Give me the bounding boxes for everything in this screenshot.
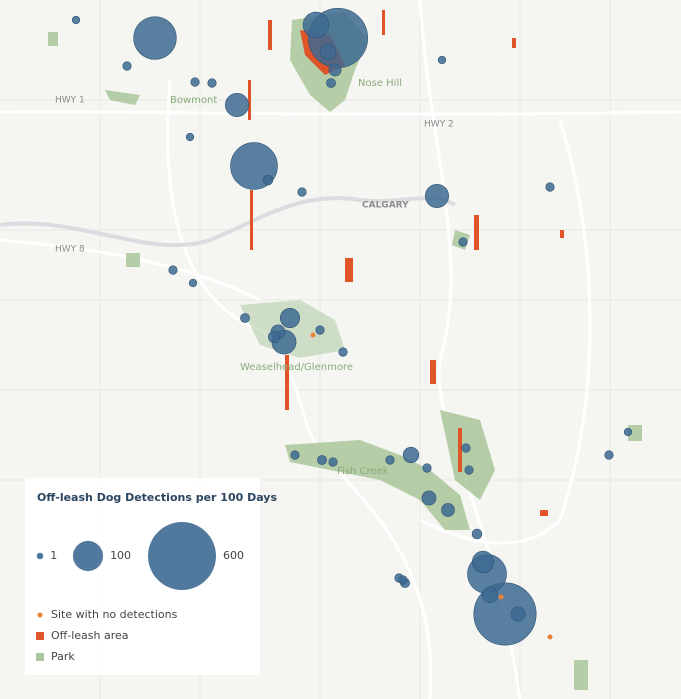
site-bubble: [328, 457, 338, 467]
site-no-detection: [310, 332, 316, 338]
site-bubble: [185, 132, 195, 142]
legend-label: Off-leash area: [51, 629, 129, 642]
site-bubble: [421, 490, 437, 506]
legend-label: Park: [51, 650, 75, 663]
site-bubble: [302, 11, 330, 39]
legend-size-circle: [148, 522, 216, 590]
site-no-detection: [498, 594, 504, 600]
place-label: Bowmont: [170, 95, 217, 106]
site-bubble: [317, 455, 327, 465]
legend-swatch: [36, 632, 44, 640]
site-bubble: [458, 237, 468, 247]
site-no-detection: [547, 634, 553, 640]
sites: [71, 7, 633, 646]
site-bubble: [481, 586, 499, 604]
place-label: HWY 8: [55, 245, 85, 255]
site-bubble: [385, 455, 395, 465]
legend-size-label: 100: [110, 549, 131, 562]
site-bubble: [402, 446, 420, 464]
site-bubble: [262, 174, 274, 186]
site-bubble: [604, 450, 614, 460]
site-bubble: [71, 15, 81, 25]
legend-label: Site with no detections: [51, 608, 178, 621]
site-bubble: [133, 16, 177, 60]
site-bubble: [510, 606, 526, 622]
legend-box: [25, 478, 260, 675]
river: [0, 196, 457, 248]
site-bubble: [319, 43, 337, 61]
site-bubble: [464, 465, 474, 475]
site-bubble: [207, 78, 217, 88]
site-bubble: [623, 427, 633, 437]
map-labels: HWY 1 Bowmont Nose Hill HWY 2 CALGARY HWY 8 We…: [55, 78, 454, 477]
site-bubble: [168, 265, 178, 275]
site-bubble: [545, 182, 555, 192]
site-bubble: [326, 78, 336, 88]
place-label: Fish Creek: [337, 466, 389, 477]
place-label: CALGARY: [362, 201, 409, 211]
site-bubble: [240, 313, 250, 323]
site-bubble: [225, 93, 249, 117]
legend-size-circle: [72, 540, 104, 572]
legend-title: Off-leash Dog Detections per 100 Days: [37, 491, 277, 504]
site-bubble: [190, 77, 200, 87]
site-bubble: [471, 550, 495, 574]
site-bubble: [268, 331, 280, 343]
site-bubble: [328, 63, 342, 77]
site-bubble: [461, 443, 471, 453]
legend-size-circle: [36, 552, 44, 560]
place-label: HWY 1: [55, 96, 85, 106]
site-bubble: [425, 184, 449, 208]
legend-swatch: [36, 653, 44, 661]
place-label: Weaselhead/Glenmore: [240, 362, 353, 373]
site-bubble: [188, 278, 198, 288]
site-bubble: [297, 187, 307, 197]
site-bubble: [471, 528, 483, 540]
place-label: HWY 2: [424, 120, 454, 130]
site-bubble: [398, 575, 408, 585]
site-bubble: [441, 503, 455, 517]
site-bubble: [338, 347, 348, 357]
legend-size-label: 600: [223, 549, 244, 562]
site-bubble: [315, 325, 325, 335]
place-label: Nose Hill: [358, 78, 402, 89]
site-bubble: [122, 61, 132, 71]
site-bubble: [279, 307, 301, 329]
legend-size-label: 1: [50, 549, 57, 562]
site-bubble: [290, 450, 300, 460]
site-bubble: [422, 463, 432, 473]
legend-swatch: [37, 612, 43, 618]
site-bubble: [437, 55, 447, 65]
legend: Off-leash Dog Detections per 100 Days 1 1…: [25, 478, 277, 675]
